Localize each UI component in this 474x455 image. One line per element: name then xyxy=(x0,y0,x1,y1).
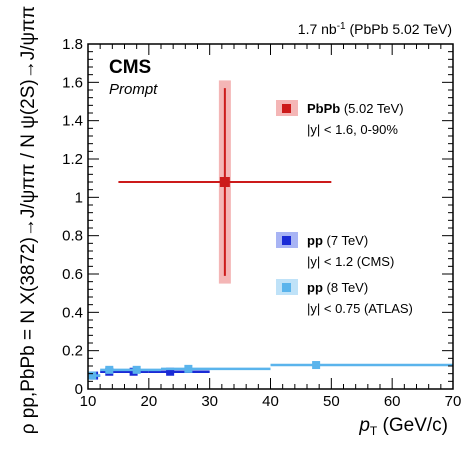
x-tick-label: 20 xyxy=(140,393,157,410)
y-tick-label: 1 xyxy=(75,189,83,206)
legend-series-energy: (7 TeV) xyxy=(323,233,368,248)
data-point xyxy=(184,364,193,373)
x-tick-label: 50 xyxy=(323,393,340,410)
data-point xyxy=(132,365,141,374)
experiment-label: CMS xyxy=(109,57,151,78)
legend: PbPb (5.02 TeV) |y| < 1.6, 0-90% pp (7 TeV… xyxy=(276,100,413,316)
y-tick-label: 1.4 xyxy=(62,113,83,130)
data-point xyxy=(105,365,114,374)
legend-series-energy: (8 TeV) xyxy=(323,280,368,295)
x-tick-label: 40 xyxy=(262,393,279,410)
legend-series-name: pp xyxy=(307,233,323,248)
data-points xyxy=(88,88,453,380)
y-tick-label: 1.6 xyxy=(62,74,83,91)
legend-marker-swatch xyxy=(282,236,291,245)
legend-marker-swatch xyxy=(282,104,291,113)
legend-entry-name: pp (7 TeV) xyxy=(307,233,368,248)
legend-entry-selection: |y| < 0.75 (ATLAS) xyxy=(307,301,413,316)
y-tick-label: 1.8 xyxy=(62,36,83,53)
x-axis-title: pT (GeV/c) xyxy=(358,415,448,438)
x-tick-label: 30 xyxy=(201,393,218,410)
y-axis-title: ρ pp,PbPb = N X(3872)→J/ψππ / N ψ(2S)→J/… xyxy=(18,6,39,435)
legend-entry-selection: |y| < 1.2 (CMS) xyxy=(307,254,394,269)
legend-entry-name: pp (8 TeV) xyxy=(307,280,368,295)
syst-boxes xyxy=(88,80,321,378)
legend-series-energy: (5.02 TeV) xyxy=(340,101,403,116)
y-tick-label: 0.2 xyxy=(62,343,83,360)
lumi-label: 1.7 nb-1 (PbPb 5.02 TeV) xyxy=(298,21,452,37)
y-tick-label: 1.2 xyxy=(62,151,83,168)
subtitle-label: Prompt xyxy=(109,81,158,98)
y-tick-label: 0.6 xyxy=(62,266,83,283)
x-tick-label: 60 xyxy=(384,393,401,410)
legend-series-name: pp xyxy=(307,280,323,295)
data-point xyxy=(219,177,230,187)
tick-labels: 0 0.2 0.4 0.6 0.8 1 1.2 1.4 1.6 1.8 10 20 30 40 50 60 70 xyxy=(62,36,461,410)
plot-frame xyxy=(87,43,454,390)
data-point xyxy=(166,367,175,376)
x-tick-label: 70 xyxy=(445,393,462,410)
legend-marker-swatch xyxy=(282,283,291,292)
y-tick-label: 0.4 xyxy=(62,304,83,321)
legend-series-name: PbPb xyxy=(307,101,340,116)
data-point xyxy=(88,371,97,380)
x-tick-label: 10 xyxy=(80,393,97,410)
y-tick-label: 0 xyxy=(75,381,83,398)
legend-entry-name: PbPb (5.02 TeV) xyxy=(307,101,404,116)
data-point xyxy=(312,361,321,370)
y-tick-label: 0.8 xyxy=(62,228,83,245)
legend-entry-selection: |y| < 1.6, 0-90% xyxy=(307,122,398,137)
